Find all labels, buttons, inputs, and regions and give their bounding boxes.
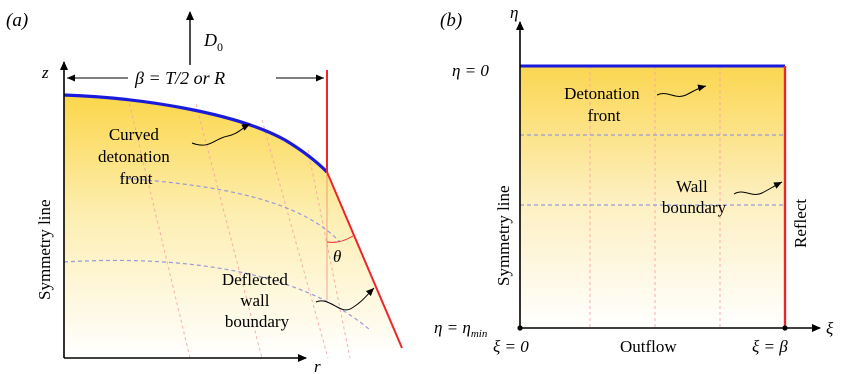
panel-a-theta-arc xyxy=(326,235,354,243)
panel-b-eta-axis-label: η xyxy=(510,3,518,22)
panel-a-front-callout-arrow xyxy=(191,123,251,146)
panel-b-tag: (b) xyxy=(440,10,462,31)
panel-b: (b) η ξ η = 0 η = ηmin ξ = 0 ξ = β Outfl… xyxy=(434,3,834,356)
panel-b-eta-min-label: η = ηmin xyxy=(434,318,488,340)
panel-b-origin-dot xyxy=(517,325,523,331)
panel-b-front-callout-arrow xyxy=(656,84,707,97)
panel-b-detonation-front-label: Detonation front xyxy=(564,84,644,125)
panel-a-d0-label: D0 xyxy=(203,30,223,54)
panel-b-eta-top-label: η = 0 xyxy=(452,61,489,80)
panel-a-wall-deflected xyxy=(326,171,403,349)
panel-b-shaded-domain xyxy=(520,66,785,328)
panel-a-curved-front-line xyxy=(63,93,329,174)
panel-a-r-axis-label: r xyxy=(314,357,321,374)
panel-a-symmetry-line-label: Symmetry line xyxy=(35,199,54,300)
panel-a-deflected-wall-label: Deflected wall boundary xyxy=(222,270,292,331)
panel-a: (a) z r D0 β = T/2 or R Symmetry line Cu… xyxy=(6,10,403,374)
panel-b-xi-zero-label: ξ = 0 xyxy=(493,337,529,356)
panel-a-tag: (a) xyxy=(6,10,28,31)
panel-b-outflow-label: Outflow xyxy=(620,337,677,356)
panel-b-xi-beta-dot xyxy=(782,325,788,331)
panel-a-wall-callout-arrow xyxy=(315,287,375,311)
panel-a-z-axis-label: z xyxy=(41,63,49,82)
panel-a-theta-label: θ xyxy=(333,247,341,266)
panel-b-xi-axis-label: ξ xyxy=(826,319,834,338)
panel-b-grid-lines xyxy=(589,66,721,328)
panel-b-wall-boundary-label: Wall boundary xyxy=(662,177,727,217)
panel-b-streamlines xyxy=(520,134,785,206)
panel-b-reflect-label: Reflect xyxy=(791,199,810,248)
panel-b-xi-beta-label: ξ = β xyxy=(752,337,788,356)
panel-a-beta-label: β = T/2 or R xyxy=(134,68,225,88)
panel-b-wall-callout-arrow xyxy=(733,181,783,195)
panel-a-shaded-domain xyxy=(64,95,402,358)
panel-a-curved-front-label: Curved detonation front xyxy=(98,125,174,188)
panel-b-symmetry-line-label: Symmetry line xyxy=(494,185,513,286)
panel-a-grid-lines xyxy=(127,97,351,359)
